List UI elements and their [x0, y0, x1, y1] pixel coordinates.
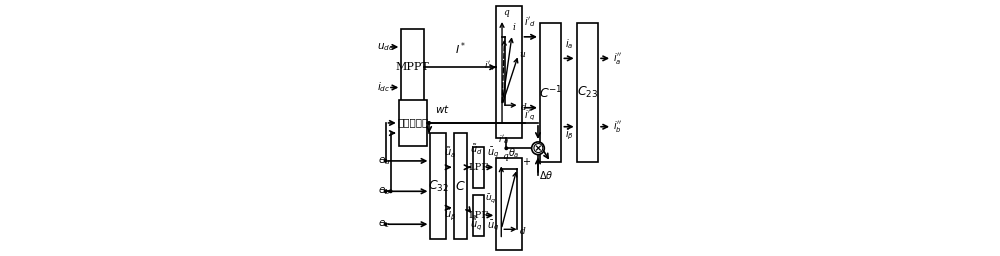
Text: $C_{32}$: $C_{32}$: [428, 179, 448, 194]
Text: d: d: [520, 227, 526, 236]
Text: $C_{23}$: $C_{23}$: [577, 85, 598, 100]
Circle shape: [532, 142, 544, 155]
Text: $I^*$: $I^*$: [455, 40, 466, 57]
FancyBboxPatch shape: [399, 100, 427, 146]
Text: $\bar{u}_q$: $\bar{u}_q$: [487, 145, 499, 160]
Text: $\theta_a$: $\theta_a$: [508, 146, 519, 159]
Text: $C^{-1}$: $C^{-1}$: [539, 84, 562, 101]
Text: MPPT: MPPT: [396, 62, 430, 72]
Text: $e_b$: $e_b$: [378, 185, 391, 197]
Text: $\otimes$: $\otimes$: [531, 141, 545, 156]
Text: 角频率测量: 角频率测量: [397, 119, 428, 127]
Text: $\tilde{u}_d$: $\tilde{u}_d$: [470, 142, 483, 157]
FancyBboxPatch shape: [454, 133, 467, 239]
Circle shape: [384, 160, 387, 162]
Text: $\tilde{u}_a$: $\tilde{u}_a$: [444, 145, 456, 160]
FancyBboxPatch shape: [430, 133, 446, 239]
Text: i: i: [513, 23, 516, 32]
Text: $i'_d$: $i'_d$: [498, 133, 509, 146]
Text: $wt$: $wt$: [435, 103, 450, 115]
FancyBboxPatch shape: [473, 195, 484, 236]
Text: +: +: [522, 157, 530, 167]
Text: $\bar{u}_q$: $\bar{u}_q$: [487, 219, 499, 233]
Text: $i'_q$: $i'_q$: [484, 59, 495, 72]
Text: $i_a''$: $i_a''$: [613, 51, 622, 66]
Text: $i'_q$: $i'_q$: [524, 109, 536, 123]
Text: $C$: $C$: [455, 180, 466, 193]
Circle shape: [384, 190, 387, 193]
Text: $e_a$: $e_a$: [378, 155, 390, 167]
Circle shape: [505, 147, 508, 150]
Text: $i_a$: $i_a$: [565, 37, 573, 51]
Text: $i_b''$: $i_b''$: [613, 119, 622, 134]
Text: q: q: [503, 8, 509, 17]
Text: LPF: LPF: [468, 211, 489, 220]
Text: $i'_d$: $i'_d$: [524, 15, 536, 29]
Text: $\bar{u}_q$: $\bar{u}_q$: [485, 193, 497, 205]
Circle shape: [389, 190, 392, 193]
Text: $\Delta\theta$: $\Delta\theta$: [539, 169, 554, 181]
Text: $i_{dc}$: $i_{dc}$: [377, 81, 391, 94]
Text: $i_\beta$: $i_\beta$: [565, 127, 573, 142]
Text: $\tilde{u}_\beta$: $\tilde{u}_\beta$: [444, 208, 456, 223]
FancyBboxPatch shape: [577, 23, 598, 162]
Text: $u_{dc}$: $u_{dc}$: [377, 41, 394, 53]
Text: u: u: [520, 50, 526, 59]
FancyBboxPatch shape: [401, 29, 424, 105]
Text: d: d: [521, 103, 527, 112]
Circle shape: [384, 223, 387, 226]
Text: $e_c$: $e_c$: [378, 218, 390, 230]
FancyBboxPatch shape: [540, 23, 561, 162]
Text: q: q: [502, 152, 508, 161]
FancyBboxPatch shape: [496, 6, 522, 138]
Text: $\tilde{\tilde{u}}_q$: $\tilde{\tilde{u}}_q$: [470, 215, 482, 233]
Text: LPF: LPF: [468, 163, 489, 172]
FancyBboxPatch shape: [473, 147, 484, 187]
Circle shape: [428, 122, 430, 124]
FancyBboxPatch shape: [496, 158, 522, 250]
